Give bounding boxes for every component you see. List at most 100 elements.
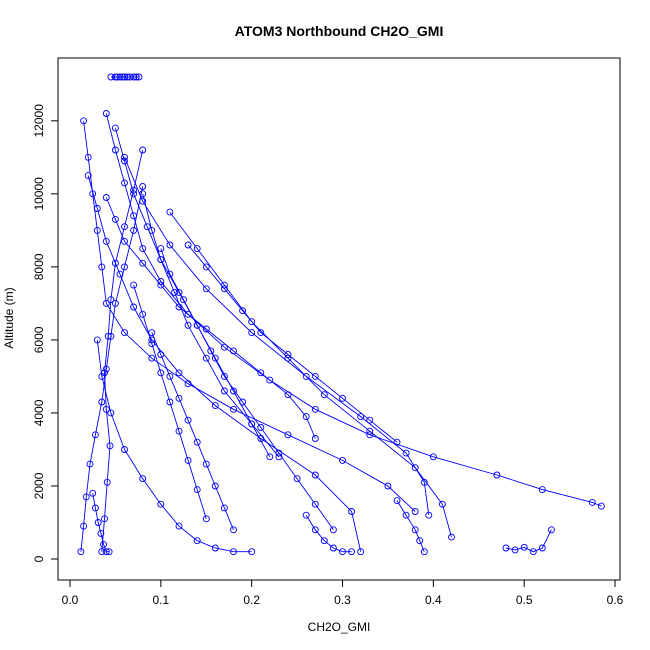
data-point — [230, 526, 237, 534]
series-3 — [121, 153, 433, 519]
data-point — [166, 372, 174, 380]
x-tick-label: 0.4 — [425, 593, 442, 607]
data-point — [148, 340, 156, 348]
data-point — [393, 438, 401, 446]
data-point — [547, 526, 555, 534]
data-point — [130, 303, 138, 311]
data-point — [98, 548, 106, 556]
series-1 — [102, 110, 605, 510]
data-point — [166, 398, 174, 406]
series-line — [80, 186, 144, 552]
data-point — [130, 73, 138, 81]
data-point — [102, 110, 110, 117]
series-line — [105, 197, 316, 439]
x-tick-label: 0.2 — [243, 593, 260, 607]
series-6 — [80, 117, 419, 515]
data-point — [102, 237, 110, 245]
data-point — [80, 522, 88, 530]
data-point — [139, 310, 147, 318]
data-point — [102, 194, 110, 201]
data-point — [111, 73, 119, 81]
data-point — [230, 548, 237, 556]
data-point — [193, 438, 201, 446]
data-point — [202, 285, 210, 293]
series-13 — [111, 124, 274, 461]
data-point — [139, 259, 147, 267]
data-point — [339, 394, 346, 402]
data-point — [102, 405, 110, 413]
data-point — [180, 296, 187, 304]
series-line — [133, 284, 207, 519]
data-point — [357, 548, 365, 556]
series-line — [160, 248, 334, 531]
data-point — [311, 500, 319, 508]
data-point — [175, 427, 183, 435]
data-point — [175, 522, 183, 530]
data-point — [520, 543, 528, 551]
data-point — [257, 329, 265, 337]
data-point — [157, 281, 165, 289]
data-point — [157, 351, 165, 358]
data-point — [89, 190, 97, 198]
data-point — [266, 376, 274, 384]
data-point — [111, 146, 119, 154]
chart-title: ATOM3 Northbound CH2O_GMI — [235, 23, 444, 39]
series-5 — [157, 245, 337, 534]
data-point — [311, 471, 319, 479]
data-point — [393, 497, 401, 505]
data-point — [121, 223, 128, 231]
data-point — [202, 325, 210, 333]
plot-area — [77, 73, 605, 556]
data-point — [284, 391, 292, 399]
data-point — [105, 548, 113, 556]
data-point — [121, 446, 128, 453]
data-point — [202, 515, 210, 523]
data-point — [366, 427, 374, 435]
series-12 — [130, 281, 210, 523]
data-point — [139, 190, 147, 198]
data-point — [98, 398, 106, 406]
data-point — [275, 453, 283, 461]
series-16 — [302, 511, 356, 556]
data-point — [348, 548, 356, 556]
data-point — [320, 537, 328, 545]
data-point — [248, 548, 256, 556]
data-point — [420, 548, 428, 556]
data-point — [511, 546, 519, 554]
x-tick-label: 0.3 — [334, 593, 351, 607]
data-point — [339, 456, 346, 464]
data-point — [411, 508, 419, 515]
data-point — [184, 380, 192, 388]
data-point — [86, 460, 94, 468]
data-point — [97, 529, 105, 537]
data-point — [116, 270, 124, 278]
x-axis: 0.0 0.1 0.2 0.3 0.4 0.5 0.6 — [62, 579, 624, 607]
data-point — [597, 502, 605, 510]
data-point — [77, 548, 85, 556]
data-point — [384, 482, 392, 490]
y-tick-label: 4000 — [32, 399, 46, 426]
data-point — [402, 449, 410, 457]
data-point — [132, 73, 140, 81]
y-axis-label: Altitude (m) — [2, 287, 16, 348]
x-tick-label: 0.5 — [516, 593, 533, 607]
series-10 — [166, 208, 455, 541]
data-point — [202, 263, 210, 271]
data-point — [248, 420, 256, 428]
data-point — [266, 453, 274, 461]
plot-frame — [57, 57, 621, 581]
series-14 — [89, 489, 113, 556]
data-point — [171, 288, 178, 296]
series-15 — [184, 241, 401, 446]
data-point — [438, 500, 446, 508]
series-line — [187, 244, 398, 443]
data-point — [143, 223, 151, 231]
data-point — [113, 73, 121, 81]
series-19 — [393, 497, 428, 556]
data-point — [329, 526, 337, 534]
data-point — [416, 537, 424, 545]
series-line — [396, 500, 425, 552]
data-point — [538, 486, 546, 494]
data-point — [184, 321, 192, 329]
